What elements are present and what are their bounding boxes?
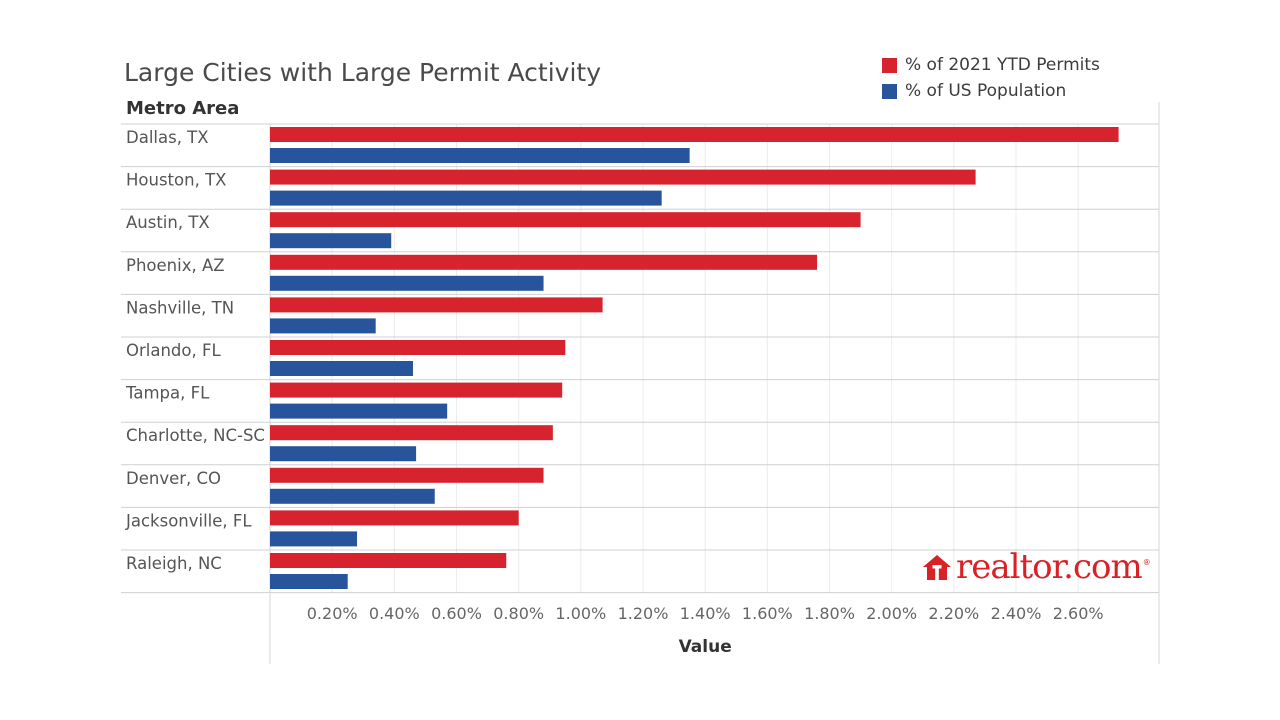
legend-label-permits: % of 2021 YTD Permits (905, 55, 1100, 75)
population-bar (270, 403, 448, 419)
category-label: Nashville, TN (126, 298, 234, 317)
x-tick-label: 2.20% (928, 604, 979, 623)
chart-title: Large Cities with Large Permit Activity (124, 58, 602, 87)
permits-bar (270, 127, 1119, 142)
population-bar (270, 318, 376, 334)
x-tick-label: 0.60% (431, 604, 482, 623)
population-bar (270, 275, 544, 291)
category-label: Jacksonville, FL (125, 511, 252, 530)
legend-item-permits[interactable]: % of 2021 YTD Permits (882, 52, 1100, 78)
category-label: Austin, TX (126, 213, 210, 232)
x-tick-label: 0.80% (493, 604, 544, 623)
legend: % of 2021 YTD Permits % of US Population (882, 52, 1100, 104)
category-label: Denver, CO (126, 469, 221, 488)
population-bar (270, 574, 348, 589)
permits-bar (270, 212, 861, 228)
permits-bar (270, 467, 544, 483)
realtor-logo: realtor.com ® (922, 550, 1151, 584)
x-tick-label: 1.20% (618, 604, 669, 623)
population-bar (270, 446, 417, 462)
x-tick-label: 0.40% (369, 604, 420, 623)
permits-swatch (882, 57, 897, 73)
permits-bar (270, 254, 818, 270)
x-tick-label: 1.00% (555, 604, 606, 623)
permits-bar (270, 382, 563, 398)
row-header: Metro Area (126, 98, 240, 119)
permits-bar (270, 553, 507, 568)
category-label: Tampa, FL (125, 384, 210, 403)
x-tick-label: 1.40% (680, 604, 731, 623)
permits-bar (270, 510, 519, 526)
legend-item-population[interactable]: % of US Population (882, 78, 1100, 104)
category-label: Raleigh, NC (126, 554, 222, 573)
x-tick-label: 1.60% (742, 604, 793, 623)
x-axis-title: Value (679, 637, 732, 657)
population-bar (270, 488, 435, 504)
x-tick-label: 1.80% (804, 604, 855, 623)
x-tick-label: 2.00% (866, 604, 917, 623)
logo-trademark: ® (1142, 558, 1151, 567)
permits-bar (270, 297, 603, 313)
logo-text: realtor.com (956, 547, 1143, 587)
x-tick-label: 2.60% (1053, 604, 1104, 623)
house-icon (923, 555, 951, 580)
category-label: Houston, TX (126, 171, 226, 190)
x-tick-label: 0.20% (307, 604, 358, 623)
population-bar (270, 531, 358, 547)
permits-bar (270, 425, 553, 441)
category-label: Dallas, TX (126, 128, 209, 147)
x-tick-label: 2.40% (991, 604, 1042, 623)
category-label: Orlando, FL (126, 341, 221, 360)
population-bar (270, 361, 413, 376)
population-bar (270, 148, 690, 163)
population-bar (270, 190, 662, 206)
legend-label-population: % of US Population (905, 81, 1067, 101)
category-label: Phoenix, AZ (126, 256, 225, 275)
population-bar (270, 233, 392, 249)
category-label: Charlotte, NC-SC (126, 426, 265, 445)
permits-bar (270, 169, 976, 185)
population-swatch (882, 83, 897, 99)
permits-bar (270, 340, 566, 355)
